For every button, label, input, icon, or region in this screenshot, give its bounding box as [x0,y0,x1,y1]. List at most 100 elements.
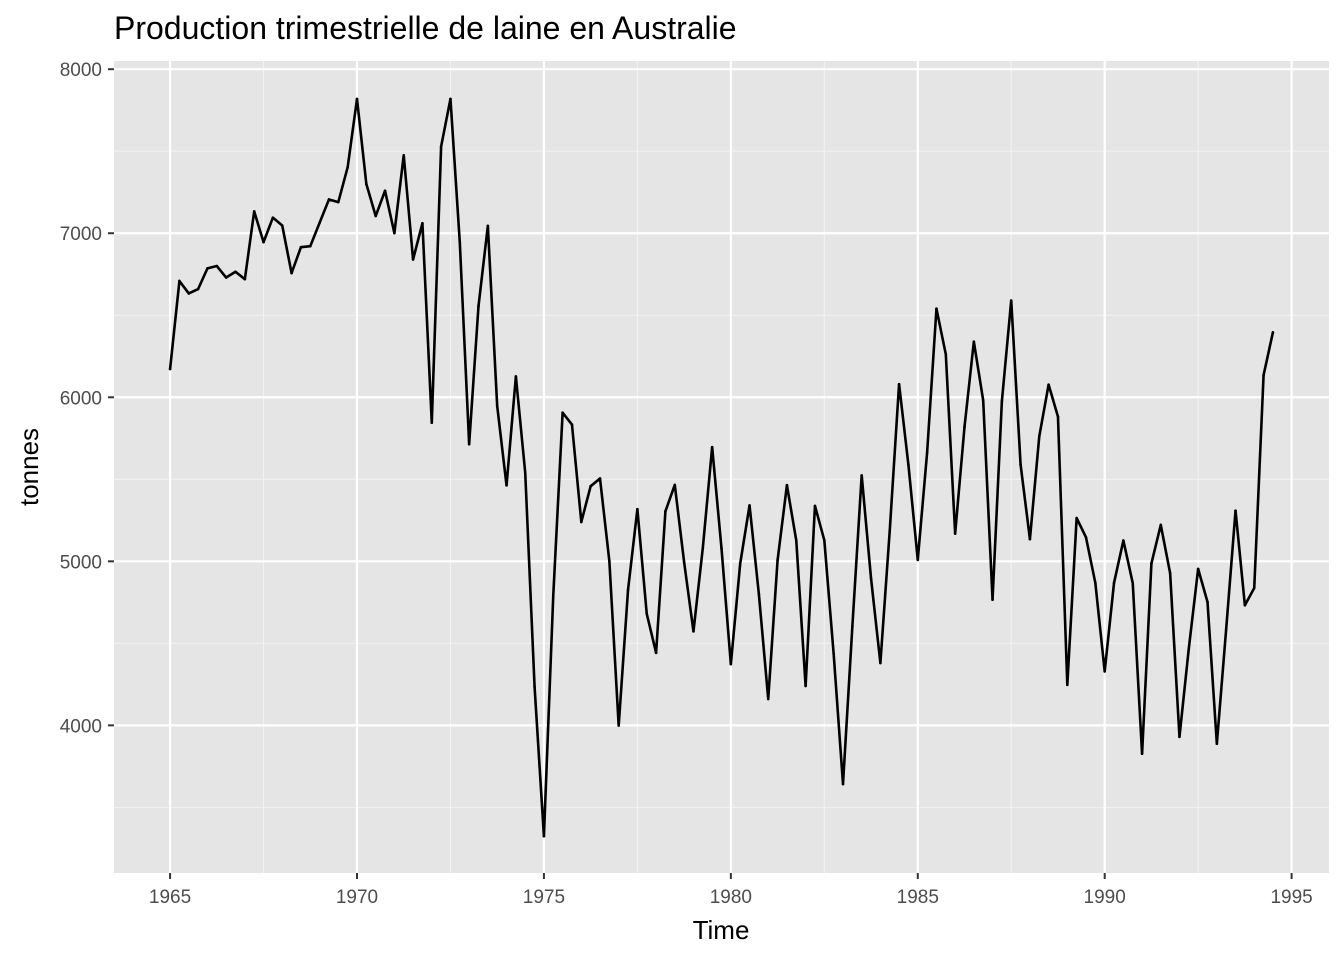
x-tick-labels: 1965 1970 1975 1980 1985 1990 1995 [149,887,1313,908]
y-tick-label: 7000 [60,224,102,245]
data-point [729,662,733,666]
axis-ticks [108,68,1293,879]
chart-title: Production trimestrielle de laine en Aus… [114,10,737,46]
data-point [393,231,396,235]
series-layer [168,97,1275,838]
data-point [832,652,835,655]
data-point [196,287,200,291]
data-point [1224,627,1228,631]
data-point [776,558,779,562]
data-point [1122,539,1125,542]
data-point [523,471,527,475]
data-point [374,214,377,218]
data-point [486,224,490,228]
data-point [1196,567,1200,571]
data-point [823,538,826,542]
data-point [1150,562,1153,565]
data-point [570,423,574,426]
data-point [963,425,966,429]
data-point [1056,415,1060,418]
data-point [785,483,789,487]
minor-gridlines [114,61,1329,873]
data-point [972,340,976,343]
data-point [1103,670,1106,673]
y-tick-label: 5000 [60,552,102,573]
data-point [869,577,873,580]
data-point [243,277,247,281]
data-point [1037,435,1041,438]
data-point [421,221,424,225]
data-point [935,307,938,311]
data-point [1019,463,1022,466]
data-point [841,782,845,786]
data-point [561,411,564,415]
data-point [991,598,994,602]
data-point [1112,581,1116,585]
data-point [813,504,817,508]
data-point [168,367,172,371]
data-point [430,421,434,425]
data-point [636,507,639,511]
data-point [1187,647,1191,650]
data-point [1252,586,1256,590]
data-point [692,630,695,633]
data-point [738,562,742,565]
data-point [337,200,340,204]
data-point [981,399,985,402]
data-point [308,244,312,248]
data-point [953,532,957,535]
data-point [327,198,331,201]
data-point [598,477,602,480]
data-point [608,559,611,563]
data-point [1140,752,1144,756]
data-point [1084,536,1088,539]
x-tick-label: 1990 [1084,887,1126,908]
data-point [280,224,284,227]
data-point [365,182,368,186]
data-point [346,166,349,169]
data-point [626,588,630,592]
data-point [551,593,555,597]
data-point [402,154,406,157]
y-tick-label: 6000 [60,388,102,409]
data-point [505,484,508,487]
data-point [383,189,387,193]
x-tick-label: 1985 [897,887,939,908]
data-point [467,442,471,446]
x-tick-label: 1980 [710,887,752,908]
data-point [645,612,649,615]
data-point [794,539,798,542]
data-point [1262,373,1265,377]
data-point [748,504,751,507]
data-point [514,375,518,378]
data-point [224,276,228,279]
data-point [664,509,667,513]
data-point [477,304,480,308]
data-point [804,684,807,688]
data-point [589,484,592,488]
data-point [1215,742,1219,746]
data-point [355,97,359,101]
data-point [206,267,209,270]
data-point [290,271,293,275]
data-point [888,529,892,533]
y-tick-label: 8000 [60,60,102,81]
data-point [617,724,620,727]
data-point [1206,600,1209,604]
data-point [1075,516,1078,520]
data-point [654,651,658,655]
data-point [701,546,705,550]
data-point [766,697,770,701]
data-point [495,404,499,408]
data-point [252,210,256,213]
data-point [879,661,882,665]
data-point [271,216,275,219]
data-point [318,221,321,225]
data-point [720,547,723,550]
plot-panel [114,61,1329,873]
data-point [449,97,452,101]
data-point [1234,509,1237,512]
data-point [234,270,237,274]
y-tick-labels: 4000 5000 6000 7000 8000 [60,60,102,737]
